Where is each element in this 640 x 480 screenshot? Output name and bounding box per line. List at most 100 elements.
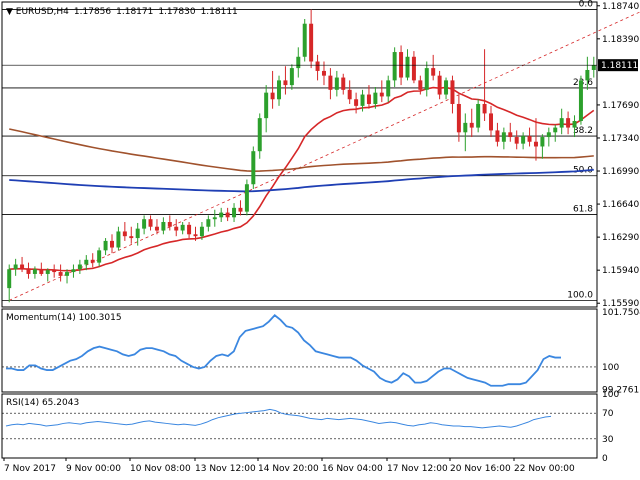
candle-body xyxy=(39,269,44,274)
candle-body xyxy=(270,92,275,100)
candle xyxy=(572,115,577,138)
x-tick-label: 13 Nov 12:00 xyxy=(195,464,256,474)
candle xyxy=(347,80,352,104)
candle xyxy=(424,61,429,97)
candle-body xyxy=(212,217,217,220)
candle-body xyxy=(386,80,391,97)
ohlc-value: 1.18171 xyxy=(116,7,153,17)
candle-body xyxy=(418,80,423,90)
candle-body xyxy=(193,234,198,237)
candle-body xyxy=(495,130,500,142)
candle-body xyxy=(167,222,172,227)
candle xyxy=(386,75,391,103)
candle-body xyxy=(116,231,121,248)
candle-body xyxy=(129,236,134,239)
ema-fast-line xyxy=(9,86,595,272)
candle xyxy=(97,247,102,267)
candle xyxy=(328,68,333,100)
candle xyxy=(463,113,468,152)
candle xyxy=(110,234,114,254)
candle xyxy=(238,200,243,216)
candle-body xyxy=(591,65,596,70)
candle xyxy=(489,105,493,138)
momentum-panel xyxy=(1,308,598,393)
momentum-tick-label: 101.7504 xyxy=(602,308,640,318)
fib-level-label: 100.0 xyxy=(567,290,593,300)
candle xyxy=(450,75,455,114)
candle-body xyxy=(277,80,282,100)
candle xyxy=(315,54,320,81)
candle xyxy=(90,253,95,268)
rsi-panel xyxy=(1,393,598,459)
candle xyxy=(469,108,474,138)
candle-body xyxy=(206,219,211,227)
candle-body xyxy=(7,269,12,289)
candle-body xyxy=(373,92,378,104)
y-tick-label: 1.15940 xyxy=(602,266,639,276)
candle xyxy=(296,47,301,78)
candle-body xyxy=(84,259,89,265)
fib-level-label: 23.6 xyxy=(573,78,593,88)
candle xyxy=(154,219,159,235)
candle-body xyxy=(122,231,127,237)
candle-body xyxy=(180,224,185,231)
candle-body xyxy=(405,56,410,78)
candle-body xyxy=(437,75,442,95)
candle-body xyxy=(302,23,307,57)
candle-body xyxy=(521,136,526,144)
candle xyxy=(122,222,127,241)
candle-body xyxy=(219,212,224,218)
candle xyxy=(283,66,288,95)
candle xyxy=(39,262,44,276)
candle xyxy=(341,73,346,95)
candle xyxy=(84,255,89,271)
candle xyxy=(585,56,590,90)
candle xyxy=(482,49,487,121)
candle xyxy=(514,130,519,150)
candle-body xyxy=(360,94,365,106)
candle xyxy=(167,215,172,231)
y-tick-label: 1.18390 xyxy=(602,35,639,45)
chart-header: ▼ EURUSD,H4 1.17856 1.18171 1.17830 1.18111 xyxy=(6,7,238,17)
candle xyxy=(58,264,63,282)
candle-body xyxy=(424,68,429,90)
candle xyxy=(187,222,192,239)
candle xyxy=(219,207,224,223)
candle xyxy=(251,146,256,189)
candle-body xyxy=(142,219,147,229)
candle-body xyxy=(32,269,37,274)
candle xyxy=(32,266,37,279)
ma-slow-line xyxy=(9,168,594,193)
candle xyxy=(533,118,538,161)
y-tick-label: 1.16990 xyxy=(602,167,639,177)
candle xyxy=(52,264,57,278)
candle xyxy=(20,256,25,273)
candle xyxy=(334,70,339,97)
fib-trendline xyxy=(9,11,640,301)
candle-body xyxy=(161,222,166,231)
candle-body xyxy=(154,226,159,231)
candle xyxy=(26,262,31,279)
candle-body xyxy=(334,77,339,90)
candle xyxy=(206,215,211,232)
candle-body xyxy=(26,268,31,274)
candle-body xyxy=(97,250,102,263)
candle xyxy=(13,258,18,276)
candle xyxy=(521,132,526,150)
candle-body xyxy=(264,92,269,119)
candle xyxy=(174,219,179,237)
rsi-tick-label: 0 xyxy=(602,454,608,464)
y-tick-label: 1.17690 xyxy=(602,101,639,111)
candle-body xyxy=(58,272,63,276)
fib-level-label: 38.2 xyxy=(573,126,593,136)
candle-body xyxy=(450,80,455,104)
candle xyxy=(411,51,416,84)
candle xyxy=(103,238,108,256)
candle xyxy=(476,99,481,133)
candle-body xyxy=(566,118,571,128)
candle-body xyxy=(328,75,333,90)
candle xyxy=(546,127,551,147)
candle xyxy=(309,9,314,69)
candle xyxy=(77,259,82,274)
